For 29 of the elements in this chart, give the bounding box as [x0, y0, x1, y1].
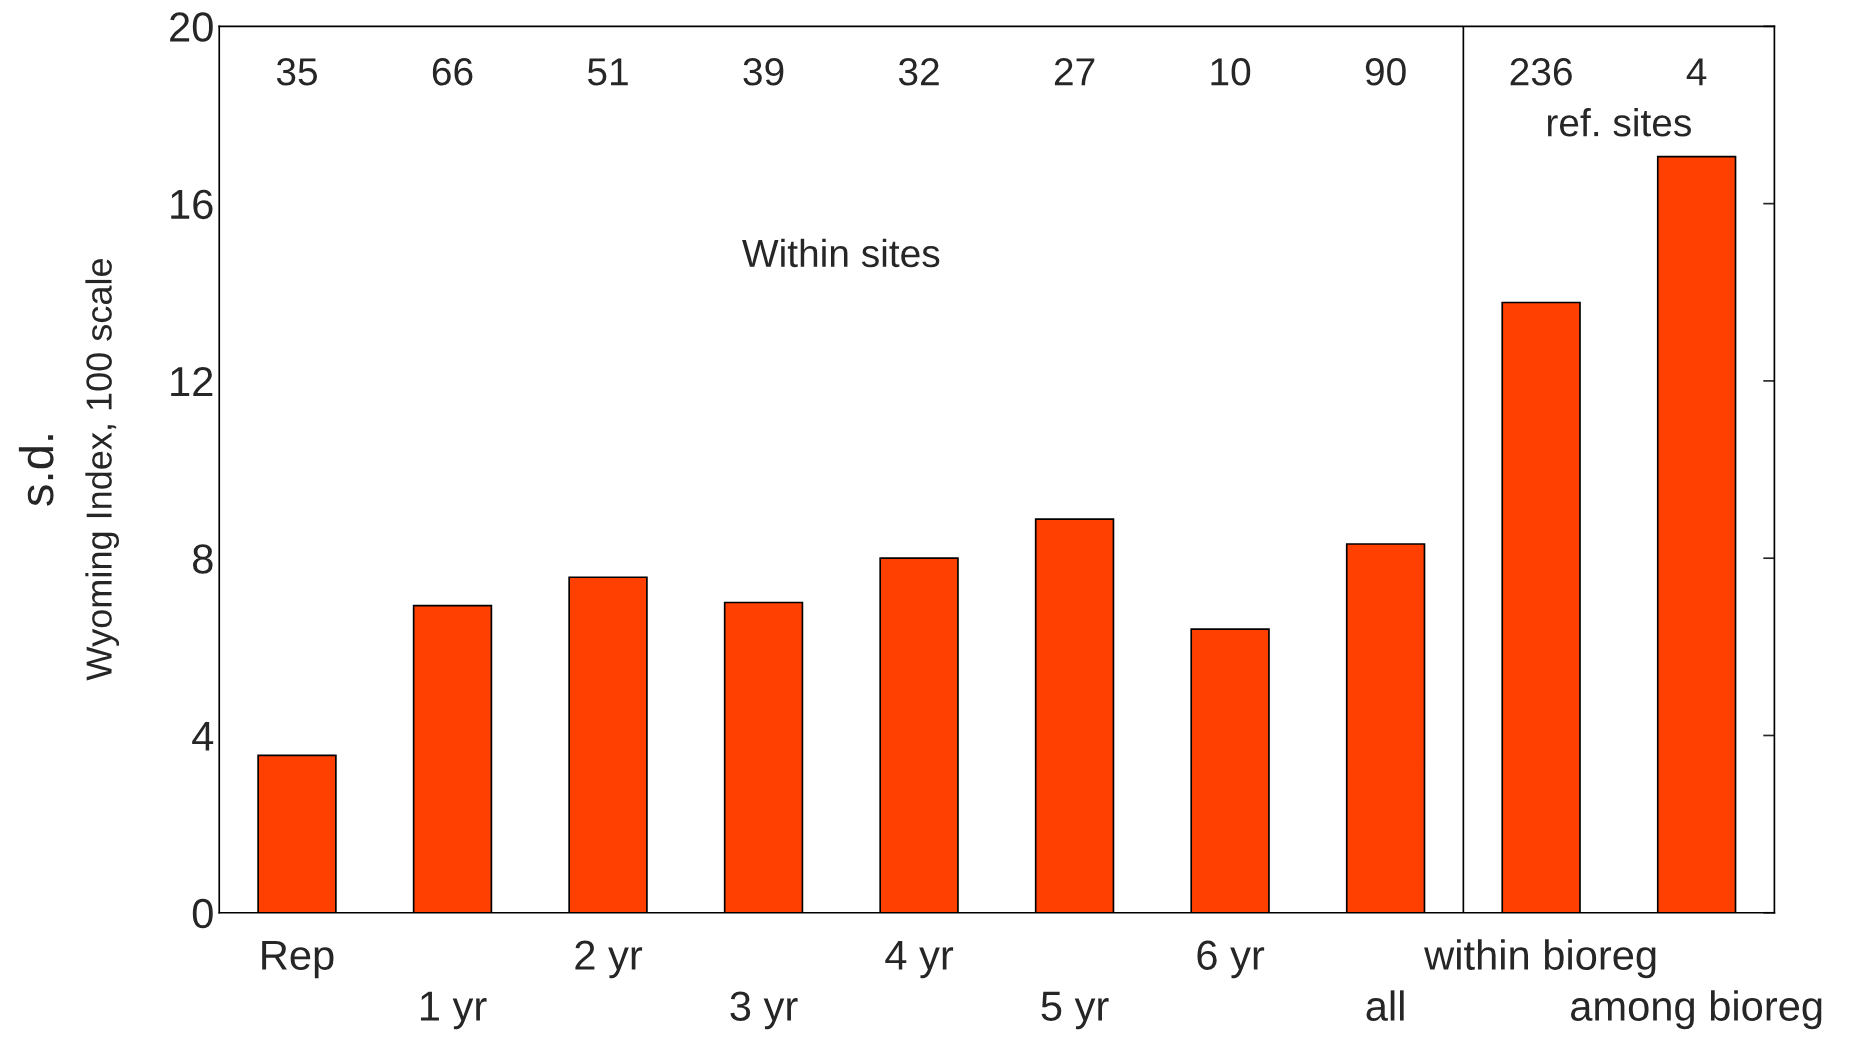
annotation: 51 — [587, 58, 628, 86]
y-axis-title: s.d. Wyoming Index, 100 scale — [18, 259, 120, 681]
x-tick-label: within bioreg — [1424, 939, 1656, 979]
y-tick-label: 4 — [192, 721, 214, 751]
x-tick-label: 4 yr — [885, 940, 954, 979]
y-tick-label: 16 — [171, 189, 213, 220]
x-tick-label: 2 yr — [575, 940, 643, 979]
x-tick-label: all — [1366, 990, 1404, 1021]
annotation: 66 — [432, 58, 473, 86]
x-tick-label: 6 yr — [1197, 940, 1265, 979]
annotation: ref. sites — [1547, 107, 1691, 137]
annotation: 4 — [1686, 58, 1707, 86]
annotation: 32 — [898, 58, 939, 86]
y-tick-label: 20 — [170, 12, 213, 42]
annotation: 35 — [276, 58, 317, 86]
annotation: Within sites — [742, 238, 940, 268]
y-tick-label: 8 — [193, 544, 213, 574]
annotation: 27 — [1054, 58, 1095, 86]
x-tick-label: 1 yr — [420, 991, 487, 1030]
annotation: 39 — [743, 58, 784, 86]
annotation: 236 — [1510, 58, 1572, 86]
x-tick-label: Rep — [262, 940, 334, 979]
annotation: 10 — [1211, 58, 1251, 86]
y-tick-label: 0 — [192, 898, 213, 929]
y-tick-label: 12 — [171, 366, 213, 397]
x-tick-label: among bioreg — [1571, 990, 1822, 1030]
x-tick-label: 3 yr — [730, 991, 798, 1030]
x-tick-label: 5 yr — [1041, 991, 1109, 1030]
annotation: 90 — [1365, 58, 1406, 86]
